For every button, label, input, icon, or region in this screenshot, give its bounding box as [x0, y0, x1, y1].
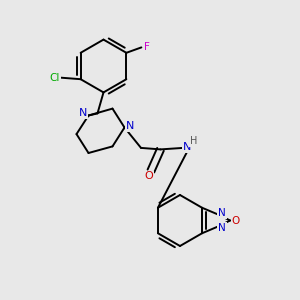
Text: H: H: [190, 136, 197, 146]
Text: N: N: [183, 142, 192, 152]
Text: N: N: [218, 223, 226, 233]
Text: O: O: [144, 171, 153, 182]
Text: F: F: [144, 42, 150, 52]
Text: N: N: [126, 121, 134, 131]
Text: N: N: [218, 208, 226, 218]
Text: O: O: [231, 215, 240, 226]
Text: N: N: [79, 108, 87, 118]
Text: Cl: Cl: [49, 73, 60, 83]
